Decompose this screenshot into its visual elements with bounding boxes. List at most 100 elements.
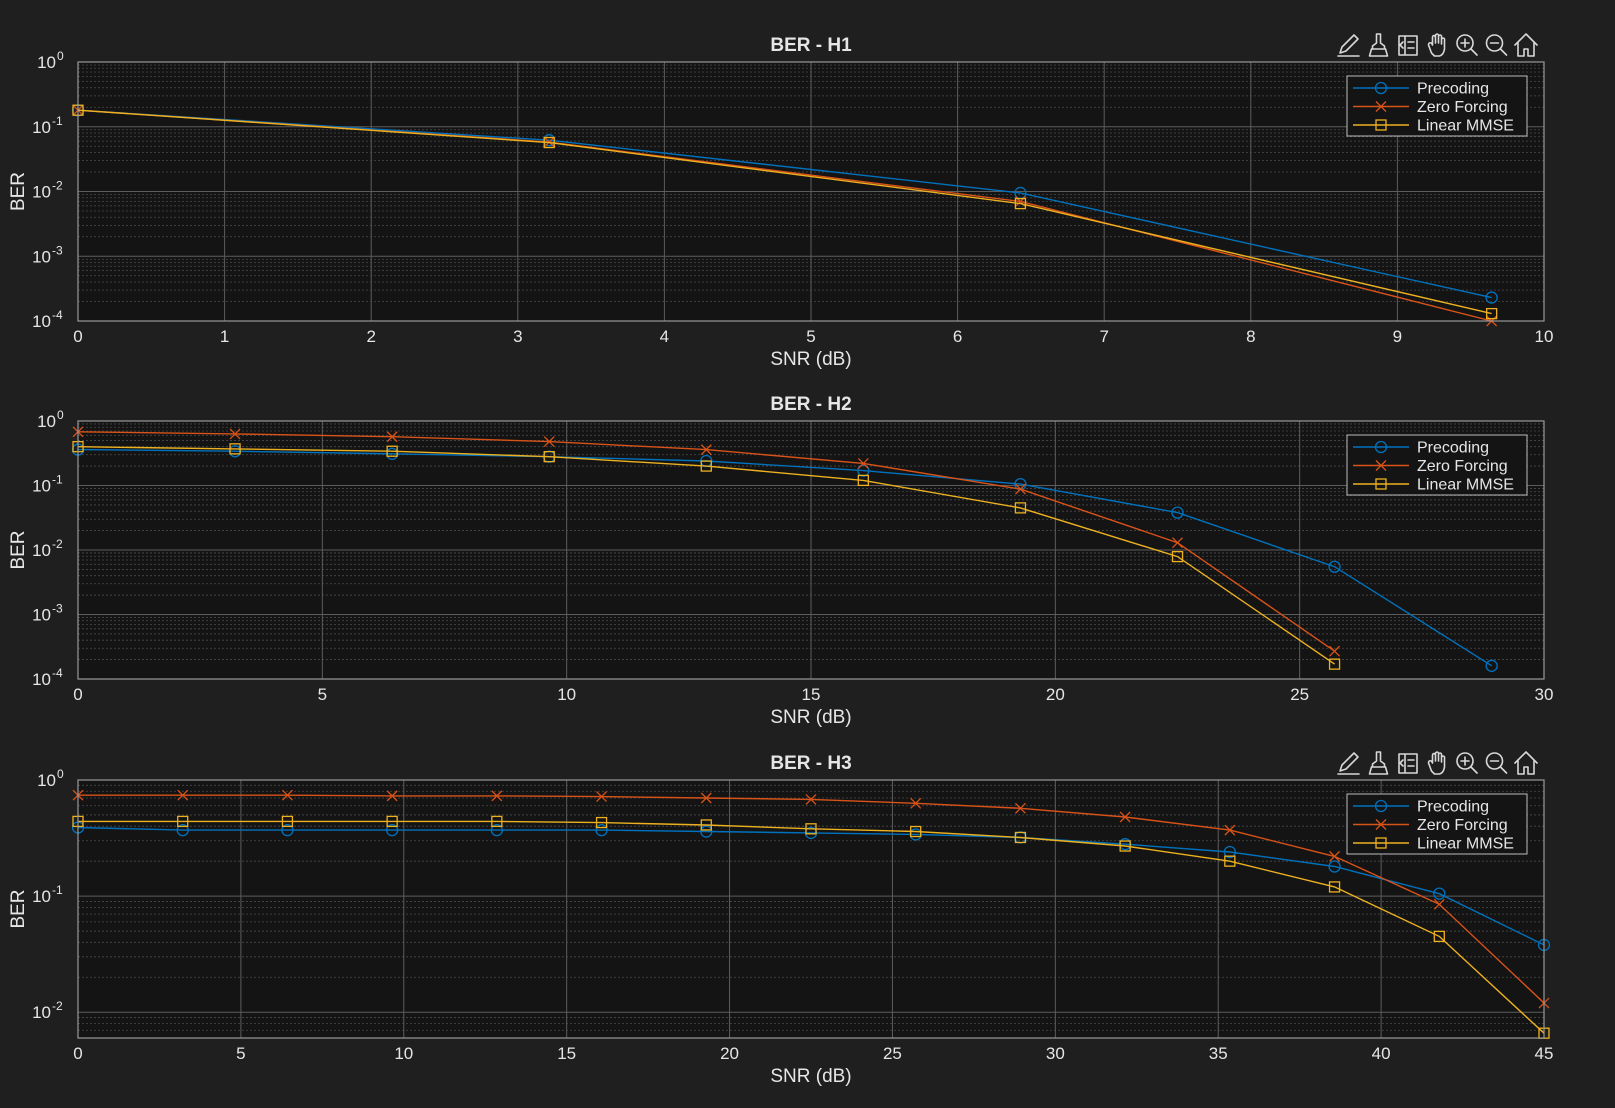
pan-icon[interactable] [1424, 31, 1452, 59]
x-tick-label: 6 [953, 327, 962, 346]
data-point [1375, 478, 1387, 490]
edit-icon[interactable] [1335, 31, 1363, 59]
home-icon[interactable] [1512, 749, 1540, 777]
data-point [700, 819, 712, 831]
y-tick-label: 10 -2 [32, 999, 63, 1022]
legend-label: Zero Forcing [1417, 458, 1508, 475]
data-point [177, 815, 189, 828]
data-point [1224, 824, 1236, 836]
edit-icon[interactable] [1335, 749, 1363, 777]
x-tick-label: 10 [1535, 327, 1554, 346]
data-point [596, 791, 608, 803]
legend-entry[interactable]: Zero Forcing [1353, 458, 1508, 475]
data-point [1375, 819, 1387, 830]
y-tick-exponent: -2 [52, 999, 63, 1013]
data-point [1485, 291, 1498, 304]
zoom-in-icon[interactable] [1453, 749, 1481, 777]
y-tick-base: 10 [32, 477, 51, 496]
data-point [1014, 483, 1026, 495]
x-tick-label: 5 [236, 1044, 245, 1063]
zoom-out-icon[interactable] [1483, 31, 1511, 59]
y-tick-exponent: -1 [52, 473, 63, 487]
y-tick-label: 10 0 [37, 767, 64, 790]
data-point [491, 790, 503, 802]
zoom-in-icon[interactable] [1453, 31, 1481, 59]
data-tips-icon[interactable] [1394, 749, 1422, 777]
data-point [1485, 659, 1498, 672]
y-tick-base: 10 [32, 183, 51, 202]
legend-entry[interactable]: Zero Forcing [1353, 99, 1508, 116]
data-point [857, 457, 869, 469]
y-axis-label: BER [8, 530, 29, 569]
data-point [1328, 658, 1341, 670]
series-linear-mmse [72, 441, 1341, 670]
zoom-out-icon[interactable] [1483, 749, 1511, 777]
data-point [1433, 930, 1445, 943]
plot-area[interactable] [78, 780, 1544, 1038]
y-tick-exponent: -1 [52, 114, 63, 128]
y-tick-exponent: 0 [57, 49, 64, 63]
data-point [1014, 197, 1027, 210]
y-tick-exponent: -3 [52, 602, 63, 616]
x-tick-label: 20 [720, 1044, 739, 1063]
y-tick-base: 10 [32, 606, 51, 625]
y-tick-base: 10 [37, 53, 56, 72]
legend-label: Linear MMSE [1417, 836, 1514, 853]
y-tick-base: 10 [32, 1003, 51, 1022]
data-point [1224, 855, 1236, 867]
y-tick-base: 10 [32, 670, 51, 689]
y-tick-label: 10 0 [37, 49, 64, 72]
legend-label: Precoding [1417, 81, 1489, 98]
y-tick-exponent: -4 [52, 666, 63, 680]
data-point [229, 443, 241, 455]
series-linear-mmse [72, 815, 1550, 1039]
home-icon[interactable] [1512, 31, 1540, 59]
data-point [857, 464, 870, 477]
x-axis-label: SNR (dB) [770, 1066, 851, 1087]
data-point [543, 136, 555, 149]
x-tick-label: 5 [806, 327, 815, 346]
pan-icon[interactable] [1424, 749, 1452, 777]
data-point [700, 792, 712, 804]
data-point [491, 815, 503, 828]
legend-entry[interactable]: Precoding [1353, 440, 1489, 457]
data-point [386, 431, 398, 443]
legend-entry[interactable]: Linear MMSE [1353, 118, 1514, 135]
data-point [1374, 440, 1388, 454]
y-tick-exponent: -4 [52, 308, 63, 322]
data-point [543, 451, 555, 463]
data-point [1329, 645, 1341, 657]
legend-entry[interactable]: Linear MMSE [1353, 836, 1514, 853]
y-tick-exponent: 0 [57, 767, 64, 781]
data-point [1014, 502, 1027, 514]
y-tick-exponent: -1 [52, 883, 63, 897]
data-point [857, 474, 869, 487]
data-point [1374, 81, 1388, 95]
data-point [700, 825, 713, 838]
brush-icon[interactable] [1365, 31, 1393, 59]
x-tick-label: 20 [1046, 685, 1065, 704]
y-tick-label: 10 -3 [32, 243, 63, 266]
y-tick-base: 10 [37, 412, 56, 431]
legend-entry[interactable]: Precoding [1353, 81, 1489, 98]
legend-entry[interactable]: Linear MMSE [1353, 477, 1514, 494]
data-point [176, 823, 189, 837]
x-tick-label: 1 [220, 327, 229, 346]
brush-icon[interactable] [1365, 749, 1393, 777]
x-tick-label: 45 [1535, 1044, 1554, 1063]
axes-toolbar [1335, 31, 1540, 59]
data-point [1329, 850, 1341, 862]
x-tick-label: 8 [1246, 327, 1255, 346]
data-point [385, 823, 399, 837]
legend-entry[interactable]: Precoding [1353, 799, 1489, 816]
data-point [1375, 119, 1387, 131]
data-tips-icon[interactable] [1394, 31, 1422, 59]
legend-entry[interactable]: Zero Forcing [1353, 817, 1508, 834]
data-point [1172, 537, 1183, 549]
data-point [1119, 811, 1131, 823]
data-point [1014, 831, 1027, 844]
data-point [1328, 860, 1341, 873]
